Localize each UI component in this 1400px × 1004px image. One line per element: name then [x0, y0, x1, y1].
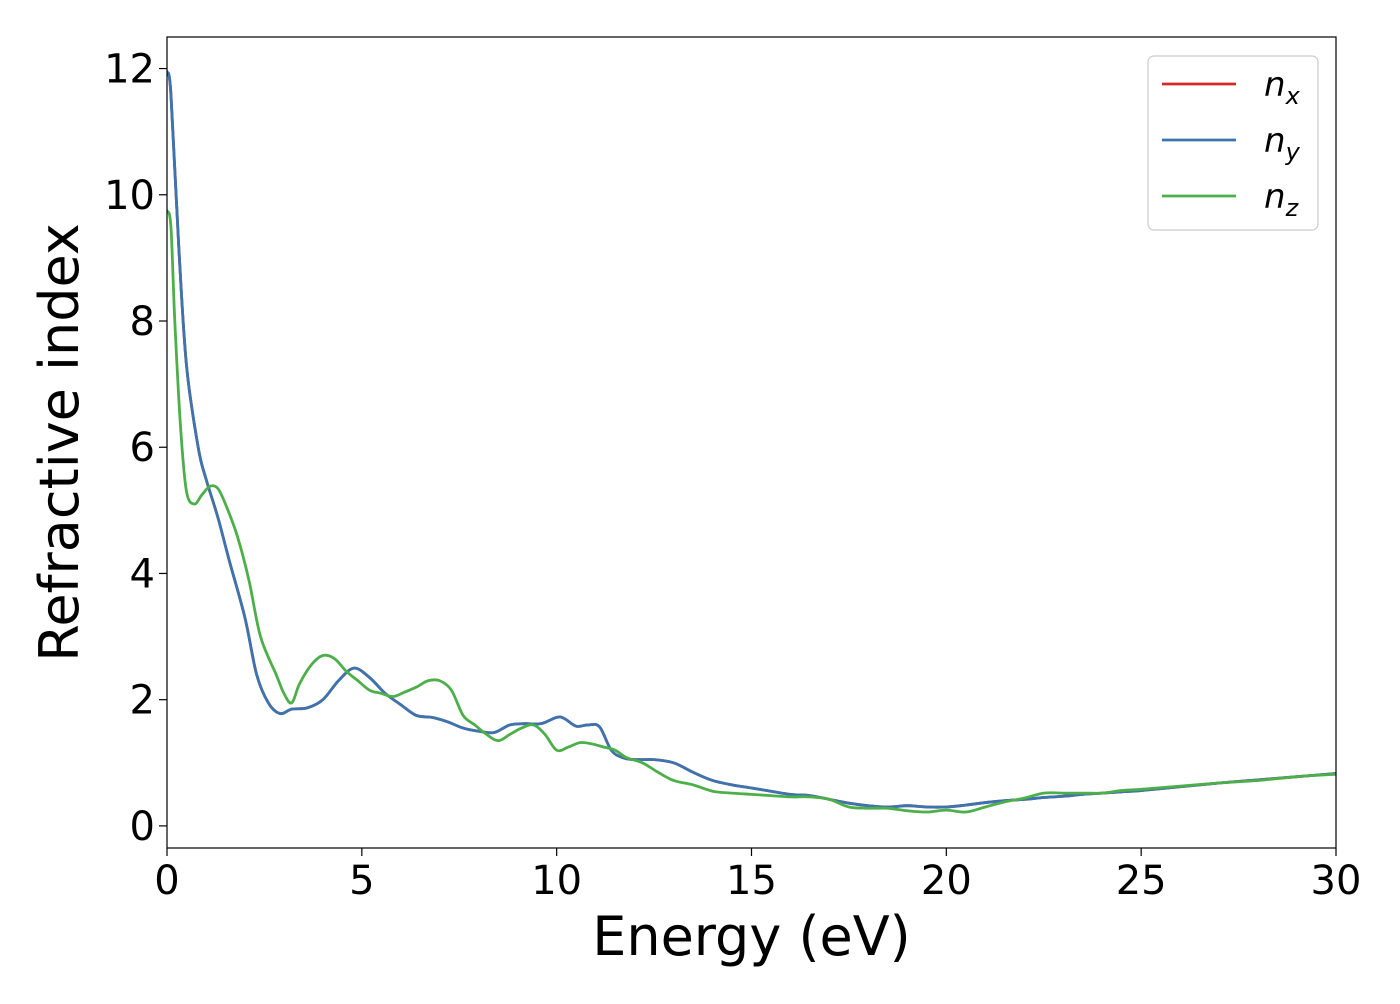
series-line-nz: [167, 209, 1336, 814]
x-tick-label: 10: [531, 858, 582, 904]
x-tick-label: 30: [1311, 858, 1362, 904]
y-tick-label: 6: [130, 425, 155, 471]
y-tick-label: 10: [104, 173, 155, 219]
x-axis-title: Energy (eV): [592, 905, 911, 968]
y-tick-label: 12: [104, 47, 155, 93]
x-tick-label: 15: [726, 858, 777, 904]
y-axis-ticks: 0 2 4 6 8 10 12: [104, 47, 167, 850]
y-tick-label: 0: [130, 804, 155, 850]
y-tick-label: 8: [130, 299, 155, 345]
legend: nx ny nz: [1147, 55, 1319, 231]
legend-box: [1147, 55, 1319, 231]
y-tick-label: 2: [130, 678, 155, 724]
x-tick-label: 5: [349, 858, 374, 904]
legend-label-ny: ny: [1264, 121, 1301, 166]
series-layer: [167, 70, 1336, 814]
x-tick-label: 25: [1116, 858, 1167, 904]
y-axis-title: Refractive index: [28, 223, 91, 662]
legend-label-nz: nz: [1264, 177, 1300, 222]
y-tick-label: 4: [130, 551, 155, 597]
legend-label-nx: nx: [1264, 65, 1301, 110]
x-tick-label: 20: [921, 858, 972, 904]
x-axis-ticks: 0 5 10 15 20 25 30: [154, 848, 1361, 904]
x-tick-label: 0: [154, 858, 179, 904]
